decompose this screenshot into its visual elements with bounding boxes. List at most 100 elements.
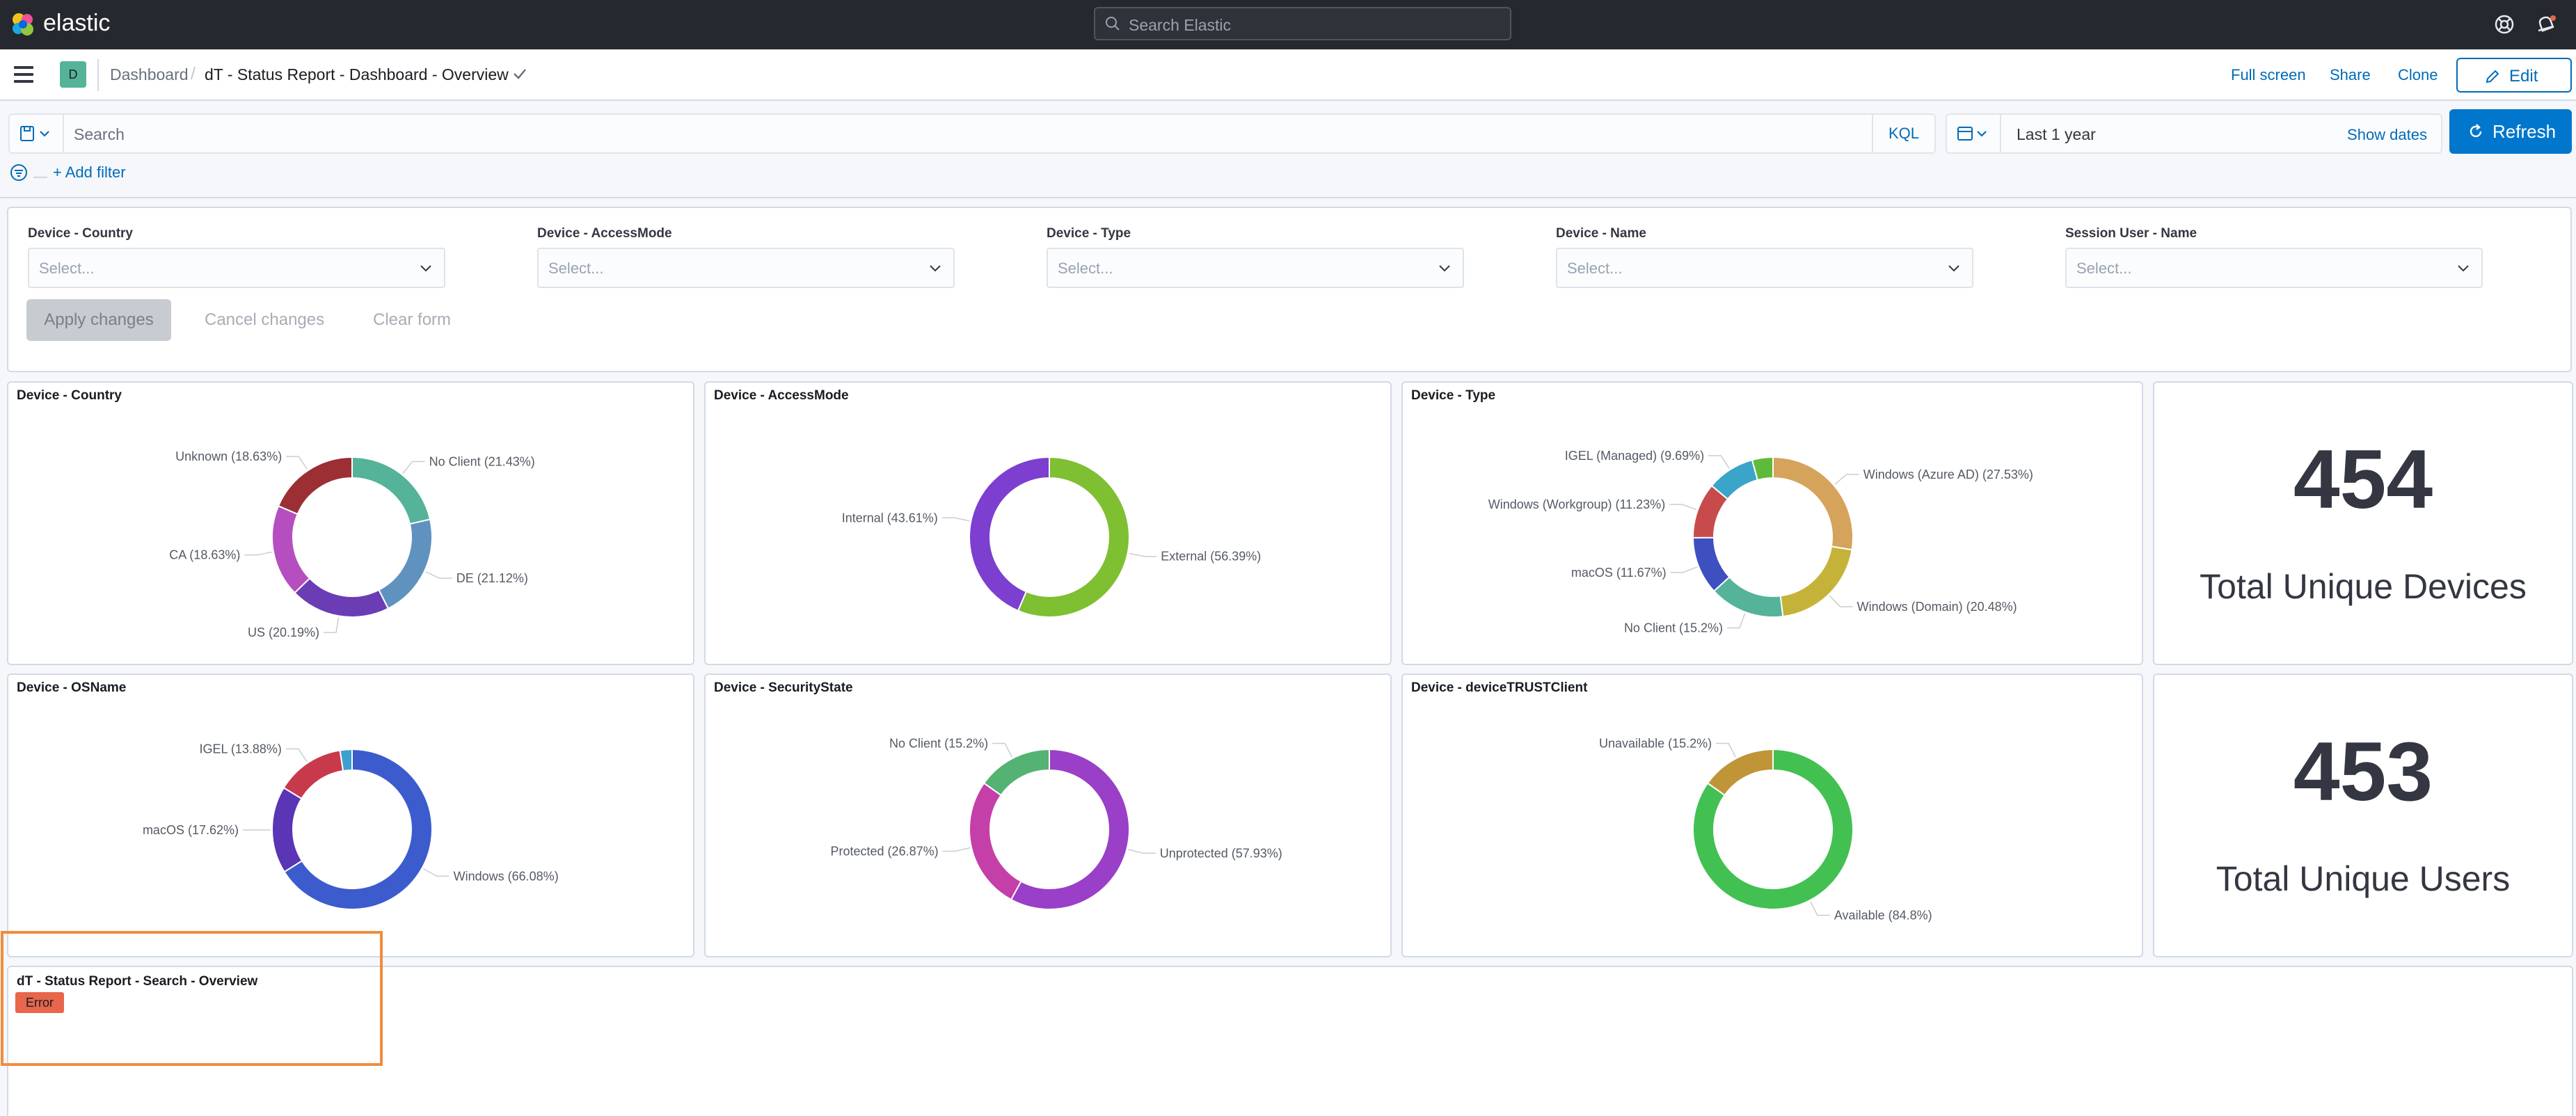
slice-protected[interactable] [969, 782, 1022, 901]
slice-label-protected: Protected (26.87%) [831, 844, 939, 858]
slice-label-igel: IGEL (13.88%) [199, 742, 281, 756]
share-link[interactable]: Share [2330, 66, 2371, 83]
panel-title: Device - AccessMode [714, 388, 849, 403]
slice-label-available: Available (84.8%) [1834, 908, 1932, 922]
label-leader-line [425, 571, 452, 579]
slice-macos[interactable] [271, 786, 303, 873]
space-avatar[interactable]: D [60, 61, 86, 88]
show-dates-link[interactable]: Show dates [2347, 126, 2427, 143]
label-leader-line [1669, 504, 1697, 511]
name-select[interactable]: Select... [1556, 248, 1973, 288]
slice-label-unprotected: Unprotected (57.93%) [1160, 846, 1282, 860]
pencil-icon [2486, 70, 2499, 83]
control-label: Device - AccessMode [537, 226, 672, 241]
slice-de[interactable] [378, 518, 433, 609]
slice-other[interactable] [339, 748, 353, 772]
metric-value: 454 [2293, 433, 2433, 526]
saved-search-panel: dT - Status Report - Search - Overview [7, 966, 2573, 1116]
slice-ca[interactable] [271, 504, 311, 594]
select-placeholder: Select... [39, 260, 95, 277]
calendar-icon [1957, 127, 1987, 141]
date-picker[interactable]: Last 1 year Show dates [1946, 113, 2442, 154]
refresh-icon [2470, 124, 2482, 138]
notifications-icon[interactable] [2534, 13, 2558, 36]
slice-unavailable[interactable] [1706, 748, 1774, 797]
slice-external[interactable] [1017, 456, 1130, 618]
add-filter-link[interactable]: + Add filter [53, 164, 126, 181]
accessmode-select[interactable]: Select... [537, 248, 955, 288]
slice-unknown[interactable] [277, 456, 353, 516]
cancel-changes-button[interactable]: Cancel changes [205, 310, 325, 329]
slice-us[interactable] [294, 577, 390, 618]
chevron-down-icon [1948, 265, 1959, 272]
session-user-select[interactable]: Select... [2065, 248, 2483, 288]
slice-windows-domain[interactable] [1779, 545, 1853, 618]
breadcrumb-current: dT - Status Report - Dashboard - Overvie… [205, 65, 509, 83]
slice-no-client[interactable] [1712, 575, 1784, 618]
slice-no-client[interactable] [351, 456, 431, 525]
label-leader-line [1708, 455, 1730, 469]
unique-devices-metric-panel: 454 Total Unique Devices [2153, 381, 2573, 665]
global-search-input[interactable]: Search Elastic [1094, 7, 1511, 40]
slice-internal[interactable] [969, 456, 1050, 612]
label-leader-line [324, 617, 340, 633]
type-select[interactable]: Select... [1047, 248, 1464, 288]
clear-form-button[interactable]: Clear form [373, 310, 452, 329]
country-select[interactable]: Select... [28, 248, 445, 288]
label-leader-line [244, 551, 273, 556]
slice-label-windows-workgroup: Windows (Workgroup) (11.23%) [1488, 497, 1665, 511]
breadcrumb-dashboard[interactable]: Dashboard [110, 65, 189, 83]
full-screen-link[interactable]: Full screen [2231, 66, 2306, 83]
slice-label-igel-managed: IGEL (Managed) (9.69%) [1565, 449, 1704, 463]
kql-toggle[interactable]: KQL [1872, 115, 1934, 152]
query-search-field[interactable]: Search KQL [8, 113, 1936, 154]
slice-available[interactable] [1692, 748, 1854, 910]
filter-separator: — [33, 169, 47, 184]
refresh-button[interactable]: Refresh [2449, 109, 2572, 154]
label-leader-line [1834, 474, 1859, 485]
edit-button[interactable]: Edit [2456, 58, 2572, 93]
slice-label-windows-azure-ad: Windows (Azure AD) (27.53%) [1863, 468, 2033, 481]
panel-title: dT - Status Report - Search - Overview [17, 974, 258, 989]
quick-select-button[interactable] [1947, 115, 2001, 152]
saved-query-icon [20, 126, 49, 141]
apply-changes-button[interactable]: Apply changes [26, 299, 171, 341]
select-placeholder: Select... [1058, 260, 1113, 277]
unique-users-metric-panel: 453 Total Unique Users [2153, 673, 2573, 957]
elastic-logo-icon[interactable] [10, 11, 36, 38]
osname-chart-panel: Device - OSName Windows (66.08%) macOS (1… [7, 673, 694, 957]
select-placeholder: Select... [2076, 260, 2132, 277]
label-leader-line [286, 456, 308, 470]
country-chart-panel: Device - Country No Client (21.43%) DE (2… [7, 381, 694, 665]
control-label: Device - Name [1556, 226, 1646, 241]
search-icon [1106, 17, 1120, 31]
time-range[interactable]: Last 1 year [2017, 125, 2096, 143]
slice-label-no-client: No Client (15.2%) [1624, 621, 1723, 635]
help-icon[interactable] [2492, 13, 2516, 36]
label-leader-line [1727, 613, 1746, 629]
slice-label-us: US (20.19%) [248, 625, 319, 639]
slice-unprotected[interactable] [1010, 748, 1130, 910]
slice-no-client[interactable] [983, 748, 1050, 797]
error-badge[interactable]: Error [15, 992, 64, 1013]
saved-query-menu[interactable] [10, 115, 64, 152]
global-search-placeholder: Search Elastic [1129, 16, 1232, 34]
filter-options-icon[interactable] [10, 164, 28, 182]
securitystate-chart-panel: Device - SecurityState Unprotected (57.9… [704, 673, 1392, 957]
menu-icon[interactable] [14, 66, 33, 83]
query-bar: Search KQL Last 1 year Show dates Refres… [0, 101, 2576, 200]
slice-other[interactable] [1751, 456, 1774, 481]
controls-panel: Device - Country Select... Device - Acce… [7, 207, 2572, 372]
client-donut-chart: Available (84.8%) Unavailable (15.2%) [1599, 737, 1932, 923]
divider [97, 59, 99, 91]
slice-igel[interactable] [283, 749, 344, 800]
clone-link[interactable]: Clone [2398, 66, 2438, 83]
slice-windows[interactable] [283, 748, 433, 910]
accessmode-chart-panel: Device - AccessMode External (56.39%) Int… [704, 381, 1392, 665]
accessmode-donut-chart: External (56.39%) Internal (43.61%) [842, 456, 1261, 618]
global-header: elastic Search Elastic [0, 0, 2576, 49]
brand-name[interactable]: elastic [43, 10, 111, 36]
slice-label-no-client: No Client (15.2%) [889, 737, 988, 751]
chevron-down-icon [1439, 265, 1450, 272]
slice-windows-azure-ad[interactable] [1772, 456, 1854, 551]
